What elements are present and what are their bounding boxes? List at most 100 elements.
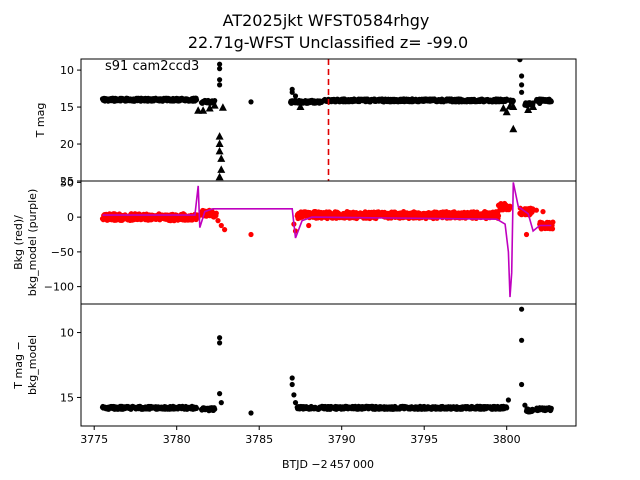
upper-limit-marker (215, 139, 224, 148)
y-tick-label: 25 (60, 175, 74, 188)
data-point (505, 397, 511, 403)
upper-limit-marker (296, 102, 305, 111)
data-point (217, 77, 223, 83)
x-tick-label: 3785 (245, 433, 273, 446)
series-triangles-1 (194, 101, 538, 181)
upper-limit-marker (215, 132, 224, 140)
data-point (218, 222, 224, 229)
y-axis-label: T mag (34, 103, 47, 139)
upper-limit-marker (509, 124, 518, 133)
data-point (519, 337, 525, 343)
y-tick-label: 15 (60, 101, 74, 114)
data-point (217, 66, 223, 72)
y-axis-label: bkg_model (purple) (26, 189, 39, 296)
data-point (548, 99, 554, 105)
upper-limit-marker (524, 105, 533, 114)
panel-diff: 10 15 T mag − bkg_model (12, 303, 577, 427)
y-tick-label: 20 (60, 138, 74, 151)
panel-frame (80, 303, 577, 427)
data-point (540, 209, 546, 215)
data-point (222, 227, 228, 233)
series-line-1 (102, 182, 552, 298)
y-axis-label: T mag − (12, 341, 25, 389)
data-point (548, 405, 554, 411)
x-tick-label: 3790 (328, 433, 356, 446)
data-point (213, 210, 219, 216)
y-tick-label: 10 (60, 327, 74, 340)
data-point (510, 98, 516, 104)
panels: s91 cam2ccd3 10 15 20 25 T mag 50 0 −50 −100 Bkg (… (12, 58, 577, 446)
data-point (289, 381, 295, 388)
data-point (537, 100, 543, 106)
data-point (522, 402, 528, 408)
data-point (507, 203, 513, 209)
upper-limit-marker (215, 146, 224, 155)
upper-limit-marker (217, 165, 226, 173)
data-point (217, 340, 223, 346)
panel-plot-area (99, 306, 554, 416)
x-tick-label: 3780 (163, 433, 191, 446)
data-point (519, 82, 525, 88)
data-point (215, 218, 221, 224)
data-point (306, 222, 312, 229)
y-tick-label: 50 (60, 176, 74, 189)
data-point (218, 400, 224, 406)
data-point (212, 406, 218, 412)
data-point (291, 392, 297, 398)
data-point (248, 231, 254, 238)
chart-title-line1: AT2025jkt WFST0584rhgy (223, 11, 430, 30)
chart-title-line2: 22.71g-WFST Unclassified z= -99.0 (188, 33, 468, 52)
data-point (217, 82, 223, 88)
data-point (533, 207, 540, 213)
data-point (537, 405, 543, 411)
data-point (248, 410, 254, 416)
upper-limit-marker (199, 106, 208, 114)
data-point (495, 213, 502, 219)
data-point (517, 59, 523, 63)
panel-bkg: 50 0 −50 −100 Bkg (red)/bkg_model (purple) (12, 176, 577, 305)
data-point (193, 405, 200, 411)
data-point (519, 381, 525, 388)
data-point (519, 89, 525, 95)
panel-frame (80, 180, 577, 305)
panel-annotation: s91 cam2ccd3 (105, 59, 199, 74)
data-point (289, 375, 295, 381)
upper-limit-marker (499, 104, 508, 112)
upper-limit-marker (205, 104, 214, 112)
data-point (248, 99, 254, 105)
data-point (519, 73, 525, 79)
data-point (193, 97, 200, 103)
x-tick-label: 3775 (80, 433, 108, 446)
x-tick-label: 3800 (493, 433, 521, 446)
data-point (289, 89, 295, 95)
data-point (523, 231, 530, 238)
upper-limit-marker (210, 101, 219, 109)
upper-limit-marker (218, 103, 227, 111)
panel-plot-area (99, 182, 556, 298)
x-axis-label: BTJD −2 457 000 (282, 458, 374, 471)
y-axis-label: bkg_model (26, 335, 39, 395)
data-point (217, 335, 223, 341)
data-point (212, 98, 218, 104)
upper-limit-marker (217, 154, 226, 162)
series-points-0 (99, 306, 554, 416)
y-tick-label: 15 (60, 391, 74, 404)
data-point (550, 219, 556, 225)
data-point (292, 400, 299, 406)
data-point (217, 61, 223, 67)
data-point (549, 226, 556, 232)
x-tick-label: 3795 (410, 433, 438, 446)
data-point (292, 93, 299, 99)
y-tick-label: −100 (44, 281, 74, 294)
y-tick-label: −50 (51, 246, 74, 259)
upper-limit-marker (529, 102, 538, 111)
bkg-model-line (102, 182, 552, 298)
upper-limit-marker (509, 102, 518, 111)
data-point (504, 405, 510, 411)
upper-limit-marker (502, 107, 511, 116)
y-tick-label: 10 (60, 64, 74, 77)
y-tick-label: 0 (67, 211, 74, 224)
data-point (217, 391, 223, 397)
